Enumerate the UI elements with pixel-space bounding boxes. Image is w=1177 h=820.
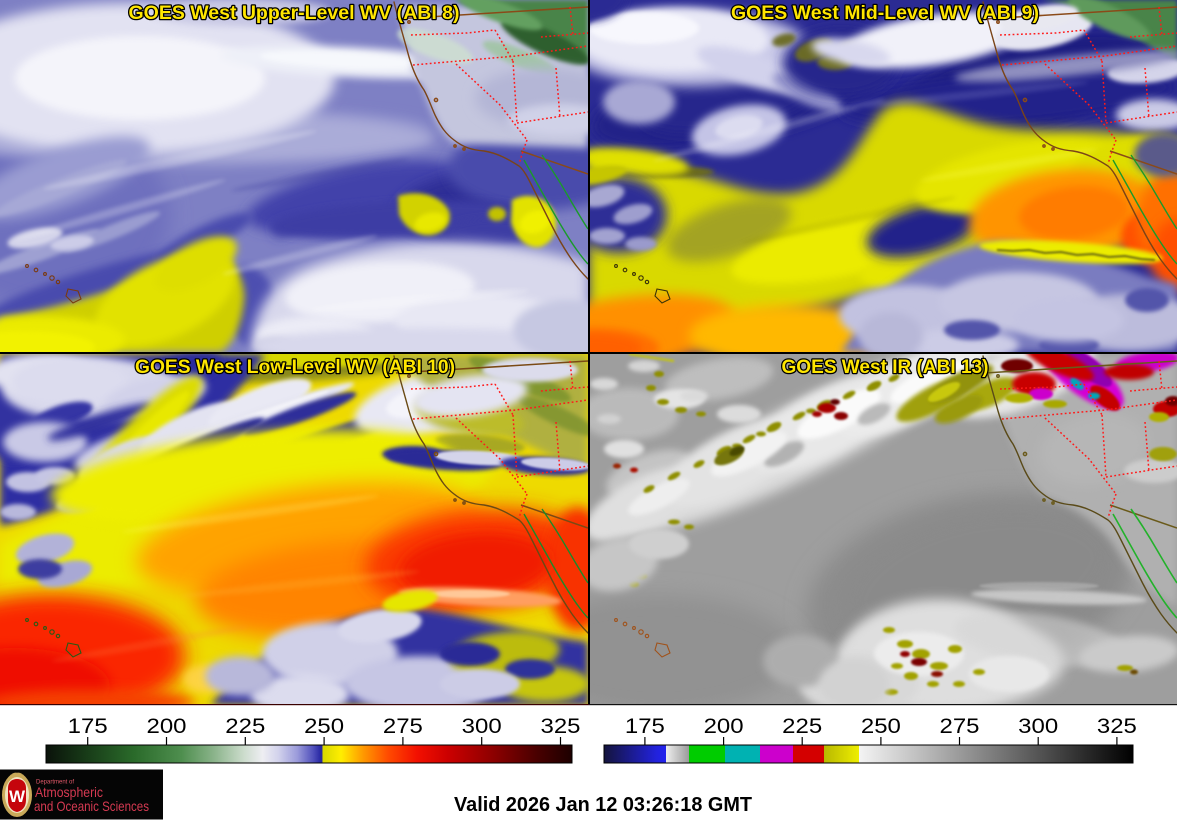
svg-text:225: 225: [225, 715, 265, 738]
svg-text:175: 175: [625, 715, 665, 738]
svg-text:200: 200: [704, 715, 744, 738]
svg-text:275: 275: [383, 715, 423, 738]
svg-text:300: 300: [1018, 715, 1058, 738]
svg-text:and Oceanic Sciences: and Oceanic Sciences: [34, 798, 149, 814]
svg-text:325: 325: [541, 715, 581, 738]
svg-text:GOES West Low-Level WV (ABI 10: GOES West Low-Level WV (ABI 10): [135, 357, 455, 378]
svg-text:225: 225: [782, 715, 822, 738]
svg-text:GOES West IR (ABI 13): GOES West IR (ABI 13): [782, 357, 989, 378]
svg-text:GOES West Upper-Level WV (ABI: GOES West Upper-Level WV (ABI 8): [129, 3, 460, 24]
svg-text:GOES West Mid-Level WV (ABI 9): GOES West Mid-Level WV (ABI 9): [731, 3, 1039, 24]
svg-text:Department of: Department of: [36, 780, 74, 786]
svg-text:175: 175: [68, 715, 108, 738]
svg-text:275: 275: [940, 715, 980, 738]
svg-text:300: 300: [462, 715, 502, 738]
svg-text:Valid 2026 Jan 12 03:26:18 GMT: Valid 2026 Jan 12 03:26:18 GMT: [454, 794, 752, 816]
svg-text:325: 325: [1097, 715, 1137, 738]
svg-text:250: 250: [304, 715, 344, 738]
svg-text:200: 200: [147, 715, 187, 738]
svg-text:Atmospheric: Atmospheric: [35, 784, 103, 800]
svg-text:250: 250: [861, 715, 901, 738]
svg-text:W: W: [9, 787, 26, 806]
